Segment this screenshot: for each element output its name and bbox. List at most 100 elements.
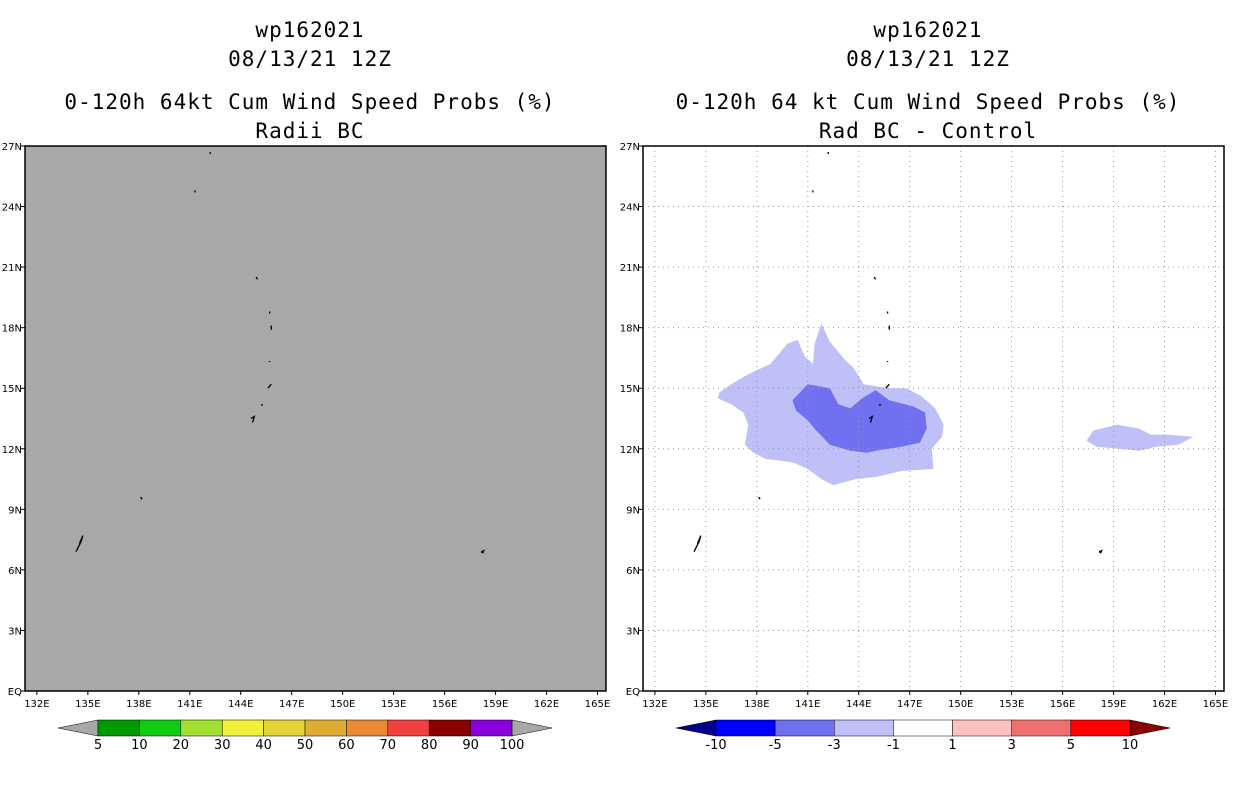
x-tick-label: 138E	[126, 699, 151, 710]
map-frame	[24, 145, 607, 692]
colorbar-label: 1	[948, 738, 956, 752]
map-background	[25, 146, 606, 691]
x-tick-label: 141E	[795, 699, 820, 710]
x-tick-label: 156E	[1050, 699, 1075, 710]
island-yap	[140, 496, 143, 500]
y-tick-label: 12N	[620, 445, 640, 456]
colorbar-swatch	[428, 719, 471, 737]
colorbar-swatch	[387, 719, 430, 737]
x-tick-label: 135E	[693, 699, 718, 710]
colorbar-over-arrow	[1129, 719, 1171, 737]
probability-map-right: 132E 135E 138E 141E 144E 147E 150E 153E 156E 159E…	[620, 142, 1228, 710]
island-guam	[250, 415, 256, 423]
x-tick-label: 150E	[948, 699, 973, 710]
x-tick-label: 165E	[1203, 699, 1228, 710]
island-rota	[260, 403, 264, 406]
colorbar-label: -5	[769, 738, 782, 752]
y-tick-label: EQ	[8, 687, 22, 698]
y-tick-label: 6N	[8, 566, 22, 577]
colorbar-label: 80	[421, 738, 438, 752]
x-tick-label: 147E	[279, 699, 304, 710]
island-guam	[868, 415, 874, 423]
storm-id: wp162021	[873, 18, 983, 42]
y-tick-label: 27N	[2, 142, 22, 153]
island-pohnpei	[1098, 549, 1103, 554]
chart-subtitle: Radii BC	[255, 119, 365, 143]
chart-title: 0-120h 64kt Cum Wind Speed Probs (%)	[64, 90, 556, 114]
x-tick-label: 159E	[1101, 699, 1126, 710]
colorbar-swatch	[893, 719, 953, 737]
x-tick-label: 138E	[744, 699, 769, 710]
colorbar-swatch	[834, 719, 894, 737]
x-tick-label: 147E	[897, 699, 922, 710]
x-tick-label: 162E	[534, 699, 559, 710]
x-tick-label: 156E	[432, 699, 457, 710]
y-tick-label: 18N	[2, 324, 22, 335]
chart-subtitle: Rad BC - Control	[818, 119, 1038, 143]
colorbar-swatch	[1070, 719, 1131, 737]
y-tick-label: EQ	[626, 687, 640, 698]
y-tick-label: 18N	[620, 324, 640, 335]
x-tick-label: 162E	[1152, 699, 1177, 710]
island-farallon	[255, 276, 259, 280]
colorbar-swatch	[346, 719, 389, 737]
colorbar-label: 90	[462, 738, 479, 752]
colorbar-swatch	[774, 719, 835, 737]
left-panel: wp162021 08/13/21 12Z 0-120h 64kt Cum Wi…	[2, 18, 610, 752]
colorbar-label: 10	[1122, 738, 1139, 752]
colorbar-label: 10	[131, 738, 148, 752]
colorbar-left: 5 10 20 30 40 50 60 70 80 90 100	[57, 719, 553, 752]
x-tick-label: 153E	[999, 699, 1024, 710]
y-tick-label: 9N	[8, 505, 22, 516]
y-tick-label: 9N	[626, 505, 640, 516]
colorbar-swatch	[221, 719, 264, 737]
colorbar-label: 5	[1067, 738, 1075, 752]
x-tick-label: 135E	[75, 699, 100, 710]
colorbar-label: -3	[828, 738, 841, 752]
right-panel: wp162021 08/13/21 12Z 0-120h 64 kt Cum W…	[618, 0, 1236, 800]
x-tick-label: 132E	[642, 699, 667, 710]
colorbar-swatch	[715, 719, 776, 737]
colorbar-label: 50	[297, 738, 314, 752]
colorbar-swatch	[952, 719, 1012, 737]
x-tick-label: 150E	[330, 699, 355, 710]
colorbar-label: 3	[1008, 738, 1016, 752]
y-tick-label: 6N	[626, 566, 640, 577]
colorbar-swatch	[1011, 719, 1072, 737]
chart-title: 0-120h 64 kt Cum Wind Speed Probs (%)	[675, 90, 1181, 114]
probability-map-left: 132E 135E 138E 141E 144E 147E 150E 153E 156E 159E…	[2, 142, 610, 710]
map-frame	[642, 145, 1225, 692]
colorbar-label: 40	[255, 738, 272, 752]
colorbar-swatch	[180, 719, 223, 737]
island-palau	[693, 535, 702, 552]
colorbar-right: -10 -5 -3 -1 1 3 5 10	[675, 719, 1171, 752]
colorbar-under-arrow	[57, 719, 99, 737]
y-tick-label: 21N	[620, 263, 640, 274]
colorbar-under-arrow	[675, 719, 717, 737]
storm-id: wp162021	[255, 18, 365, 42]
colorbar-label: -1	[887, 738, 900, 752]
colorbar-label: 60	[338, 738, 355, 752]
y-tick-label: 15N	[620, 384, 640, 395]
x-tick-label: 159E	[483, 699, 508, 710]
y-tick-label: 24N	[2, 203, 22, 214]
colorbar-label: 30	[214, 738, 231, 752]
x-tick-label: 144E	[228, 699, 253, 710]
colorbar-label: 70	[380, 738, 397, 752]
y-tick-label: 3N	[8, 626, 22, 637]
x-tick-label: 141E	[177, 699, 202, 710]
colorbar-swatch	[139, 719, 182, 737]
colorbar-label: 20	[173, 738, 190, 752]
island-rota	[878, 403, 882, 406]
x-tick-label: 165E	[585, 699, 610, 710]
contour-diff-minus3-to-minus5-core	[792, 384, 927, 453]
forecast-datetime: 08/13/21 12Z	[228, 47, 392, 71]
y-tick-label: 21N	[2, 263, 22, 274]
colorbar-swatch	[263, 719, 306, 737]
colorbar-label: 5	[94, 738, 102, 752]
y-tick-label: 15N	[2, 384, 22, 395]
island-saipan-tinian	[885, 383, 890, 389]
colorbar-swatch	[304, 719, 347, 737]
colorbar-swatch	[470, 719, 513, 737]
colorbar-swatch	[97, 719, 140, 737]
